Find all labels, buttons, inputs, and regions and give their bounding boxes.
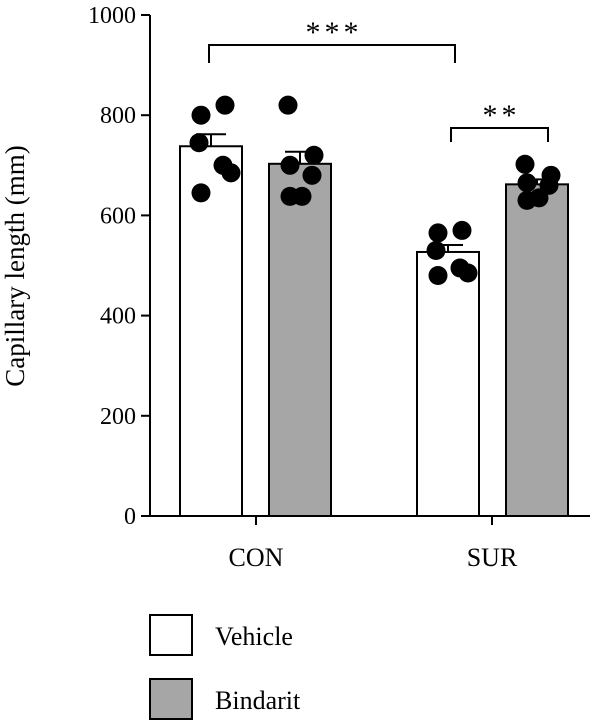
bar bbox=[268, 162, 332, 517]
data-points bbox=[189, 95, 561, 286]
legend-label: Vehicle bbox=[215, 622, 293, 651]
legend-swatch bbox=[149, 614, 193, 656]
data-point bbox=[428, 266, 448, 286]
y-tick-label: 400 bbox=[100, 304, 136, 330]
data-point bbox=[280, 155, 300, 175]
significance-label: *** bbox=[306, 16, 363, 49]
y-tick-label: 1000 bbox=[88, 3, 136, 29]
y-tick-label: 0 bbox=[124, 504, 136, 530]
y-axis: 0 200 400 600 800 1000 bbox=[88, 3, 151, 530]
significance-bracket bbox=[208, 44, 456, 63]
legend-label: Bindarit bbox=[215, 686, 301, 715]
data-point bbox=[278, 95, 298, 115]
data-point bbox=[221, 163, 241, 183]
significance-bracket bbox=[450, 127, 549, 142]
data-point bbox=[215, 95, 235, 115]
data-point bbox=[458, 263, 478, 283]
data-point bbox=[426, 240, 446, 260]
data-point bbox=[515, 154, 535, 174]
data-point bbox=[304, 145, 324, 165]
data-point bbox=[452, 220, 472, 240]
data-point bbox=[517, 173, 537, 193]
y-axis-title: Capillary length (mm) bbox=[0, 145, 30, 386]
legend-swatch bbox=[149, 678, 193, 720]
bar bbox=[416, 250, 480, 518]
y-tick-label: 800 bbox=[100, 103, 136, 129]
y-tick-label: 600 bbox=[100, 203, 136, 229]
data-point bbox=[428, 223, 448, 243]
legend: Vehicle Bindarit bbox=[149, 614, 301, 720]
data-point bbox=[302, 165, 322, 185]
x-tick-label: CON bbox=[229, 543, 284, 572]
data-point bbox=[191, 105, 211, 125]
data-point bbox=[280, 186, 300, 206]
significance-label: ** bbox=[483, 99, 521, 132]
bar bbox=[179, 145, 243, 517]
data-point bbox=[191, 183, 211, 203]
x-tick-label: SUR bbox=[467, 543, 518, 572]
significance-brackets: ***** bbox=[208, 16, 549, 142]
x-axis: CON SUR bbox=[150, 515, 590, 572]
y-tick-label: 200 bbox=[100, 404, 136, 430]
bar bbox=[505, 183, 569, 517]
bars bbox=[179, 133, 569, 518]
data-point bbox=[517, 190, 537, 210]
data-point bbox=[189, 133, 209, 153]
